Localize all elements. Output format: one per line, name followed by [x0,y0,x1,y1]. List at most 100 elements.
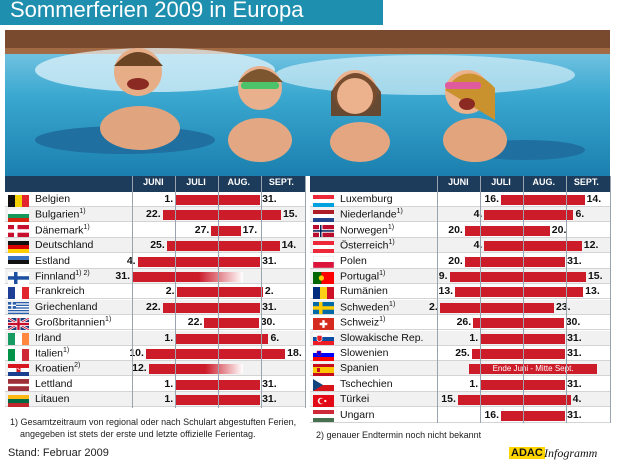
flag-ee-icon [8,255,29,269]
country-row: Schweden1) 2. 23. [310,299,610,315]
start-day-label: 2. [165,285,175,298]
country-row: Norwegen1) 20. 20. [310,222,610,238]
country-name-text: Tschechien [340,377,393,390]
country-name: Italien1) [35,347,69,360]
flag-at-icon [313,240,334,253]
country-row: Finnland1) 2) 31. [5,269,305,284]
holiday-bar [132,272,244,282]
stand-date: Stand: Februar 2009 [8,447,109,459]
flag-de-icon [8,240,29,253]
start-day-label: 1. [469,331,479,344]
country-name-text: Türkei [340,393,370,406]
footnote-marker: 1) 2) [75,270,90,277]
holiday-bar [175,379,261,390]
country-name-text: Slowakische Rep. [340,331,424,344]
holiday-bar [166,241,280,252]
panel-right: JUNI JULI AUG. SEPT. Luxemburg 16. 14. Niederla… [310,176,611,423]
flag-dk-icon [8,224,29,238]
country-name-text: Österreich [340,239,389,252]
flag-lv-icon [8,378,29,392]
holiday-bar [204,318,259,329]
start-day-label: 12. [132,362,147,375]
month-gridline [218,176,219,408]
month-label-right-3: SEPT. [573,177,599,187]
flag-ie-icon [8,332,29,346]
flag-sk-icon [313,332,334,346]
country-row: Schweiz1) 26. 30. [310,315,610,331]
country-name-text: Rumänien [340,285,388,298]
start-day-label: 1. [164,193,174,205]
end-day-label: 14. [281,239,297,252]
holiday-bar [176,287,263,298]
footnote-marker: 1) [379,316,386,324]
month-gridline [480,176,481,423]
country-row: Türkei 15. 4. [310,392,610,408]
country-name: Spanien [340,362,379,374]
country-row: Österreich1) 4. 12. [310,238,610,254]
start-day-label: 25. [150,239,165,252]
footnote-marker: 1) [105,316,112,324]
start-day-label: 1. [164,331,174,344]
holiday-bar [137,256,261,267]
country-row: Polen 20. 31. [310,253,610,269]
country-row: Lettland 1. 31. [5,376,305,392]
holiday-bar [480,333,566,344]
flag-pl-icon [312,255,335,269]
country-name: Griechenland [35,301,97,313]
end-day-label: 30. [565,316,581,329]
start-day-label: 20. [448,254,463,267]
footnote-1-line-2: angegeben ist stets der erste und letzte… [20,429,256,439]
end-day-label: 6. [270,331,280,344]
flag-fr-icon [8,286,29,299]
country-name: Estland [35,255,70,267]
country-name: Schweden1) [340,301,395,314]
footnote-marker: 2) [74,362,81,370]
photo-illustration [5,30,610,176]
flag-fi-icon [8,271,29,284]
country-row: Kroatien2) 12. [5,361,305,377]
end-day-label: 31. [567,254,582,267]
footnote-marker: 1) [83,223,90,231]
flag-ro-icon [313,286,334,299]
holiday-bar [162,302,261,313]
holiday-bar [469,364,598,375]
country-row: Litauen 1. 31. [5,392,305,408]
start-day-label: 16. [484,193,500,205]
end-day-label: 31. [567,408,582,421]
start-day-label: 4. [473,239,483,252]
holiday-bar [464,225,550,236]
holiday-bar [175,333,269,344]
start-day-label: 22. [146,300,161,313]
country-name: Polen [340,255,367,267]
country-row: Niederlande1) 4. 6. [310,207,610,223]
country-name: Türkei [340,393,369,405]
holiday-bar [148,364,244,375]
footnote-marker: 1) [79,208,86,216]
country-name: Portugal1) [340,270,385,283]
country-row: Bulgarien1) 22. 15. [5,207,305,223]
photo-kids-in-pool [5,30,610,176]
country-row: Portugal1) 9. 15. [310,269,610,284]
country-name-text: Schweden [340,301,390,314]
adac-logo: ADAC [509,447,545,459]
start-day-label: 2. [429,300,438,313]
end-day-label: 14. [586,193,602,205]
country-name-text: Lettland [35,377,73,390]
footnote-2: 2) genauer Endtermin noch nicht bekannt [316,430,482,440]
end-day-label: 23. [555,300,571,313]
month-label-left-2: AUG. [227,177,250,187]
country-name-text: Litauen [35,393,70,406]
start-day-label: 1. [469,377,479,390]
end-day-label: 31. [262,377,277,390]
holiday-bar [484,210,574,221]
month-gridline [305,176,306,408]
country-name: Belgien [35,193,70,205]
holiday-bar [449,272,586,282]
flag-be-icon [8,194,29,207]
start-day-label: 4. [127,255,136,267]
holiday-bar [473,318,564,329]
country-row: Irland 1. 6. [5,330,305,346]
flag-no-icon [313,224,334,238]
holiday-bar [211,225,241,236]
holiday-bar [175,395,261,406]
